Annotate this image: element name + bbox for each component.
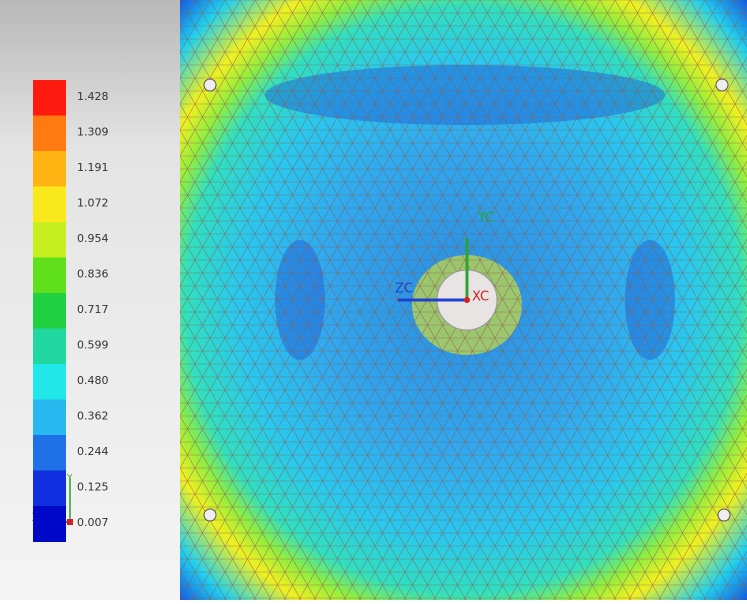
legend-label: 0.007 — [77, 516, 109, 529]
legend-label: 0.599 — [77, 339, 109, 352]
legend-label: 1.428 — [77, 90, 109, 103]
legend-label: 0.836 — [77, 268, 109, 281]
legend-y-label: Y — [66, 474, 73, 484]
legend-swatch — [33, 222, 66, 258]
legend-label: 1.072 — [77, 197, 109, 210]
legend-label: 0.480 — [77, 374, 109, 387]
xc-label: XC — [472, 290, 489, 305]
origin — [464, 297, 470, 303]
legend-swatch — [33, 399, 66, 436]
yc-label: YC — [477, 211, 494, 226]
legend-swatch — [33, 186, 66, 223]
legend-swatch — [33, 257, 66, 294]
legend-label: 0.954 — [77, 232, 109, 245]
legend-label: 1.309 — [77, 126, 109, 139]
legend-swatch — [33, 435, 66, 471]
legend-label: 1.191 — [77, 161, 109, 174]
legend-label: 0.125 — [77, 481, 109, 494]
legend-swatch — [33, 506, 66, 542]
legend-panel — [0, 0, 180, 600]
legend-swatch — [33, 80, 66, 116]
legend-swatch — [33, 115, 66, 152]
legend-swatch — [33, 470, 66, 507]
legend-label: 0.244 — [77, 445, 109, 458]
legend-swatch — [33, 328, 66, 365]
legend-swatch — [33, 151, 66, 187]
corner-holes — [203, 78, 731, 522]
legend-swatch — [33, 293, 66, 329]
legend-swatch — [33, 364, 66, 400]
legend-label: 0.717 — [77, 303, 109, 316]
legend-origin — [67, 519, 73, 525]
legend-label: 0.362 — [77, 410, 109, 423]
zc-label: ZC — [395, 282, 413, 297]
